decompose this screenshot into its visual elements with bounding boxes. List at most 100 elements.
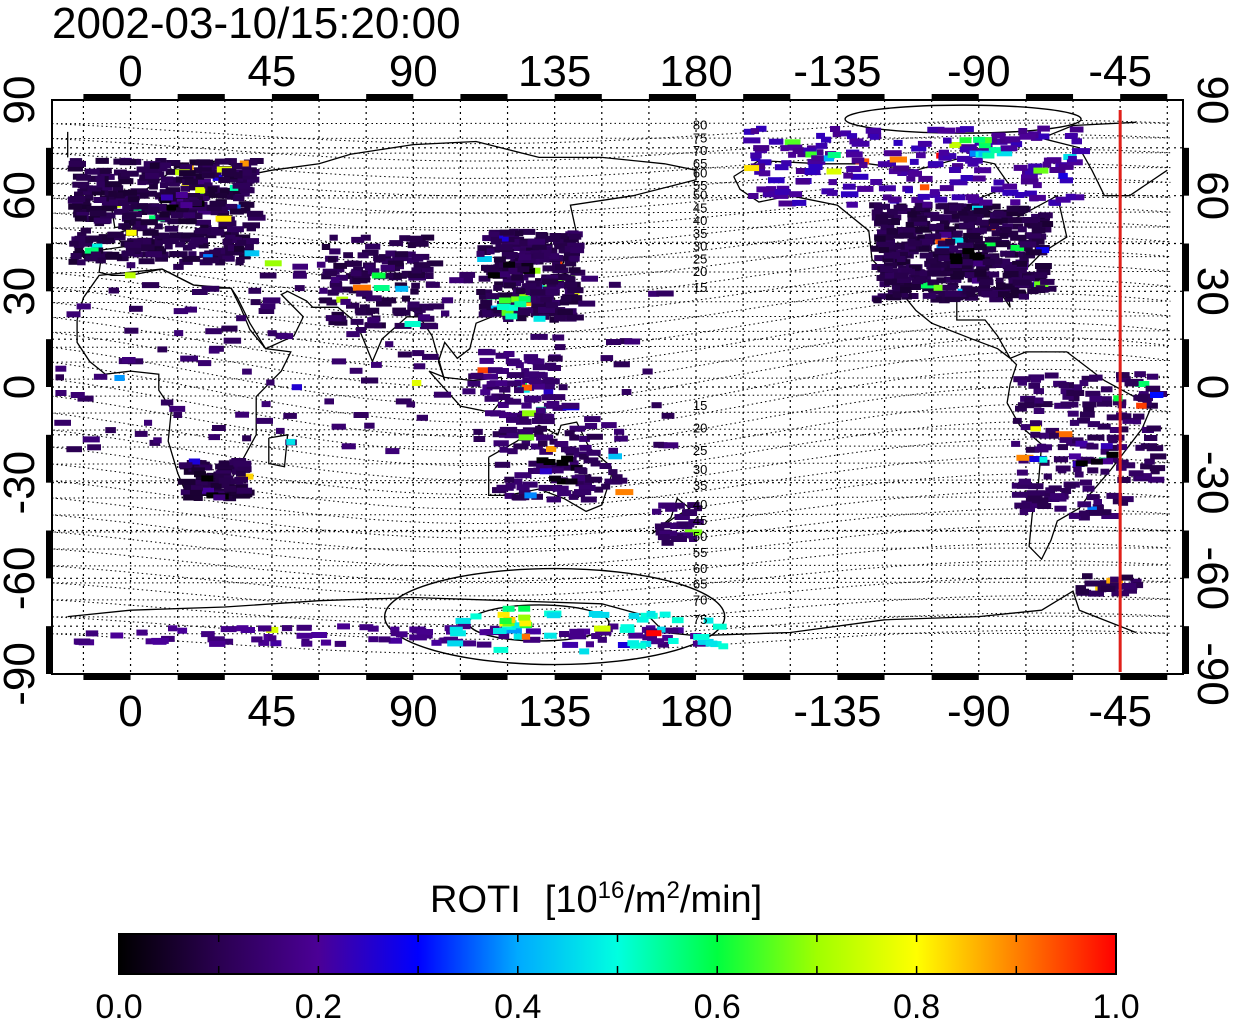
roti-cell	[114, 196, 128, 203]
roti-cell-southern_africa	[194, 471, 206, 478]
roti-cell	[561, 464, 577, 471]
roti-cell	[209, 200, 226, 207]
roti-cell	[674, 514, 690, 520]
roti-cell	[608, 281, 621, 288]
roti-cell-antarctic_edge	[519, 620, 532, 627]
roti-cell	[621, 389, 632, 395]
roti-cell	[648, 290, 660, 297]
frame-ticks	[46, 94, 1189, 680]
roti-cell	[952, 163, 964, 170]
roti-cell-southern_africa	[201, 475, 214, 482]
roti-cell	[762, 191, 778, 198]
roti-cell	[1037, 490, 1056, 497]
roti-cell	[198, 242, 209, 249]
roti-cell	[959, 126, 974, 133]
roti-cell	[1060, 401, 1079, 408]
roti-cell	[821, 136, 832, 143]
roti-cell	[1020, 424, 1031, 431]
roti-cell	[356, 290, 373, 297]
roti-cell	[1030, 376, 1041, 383]
roti-cell	[978, 211, 993, 218]
roti-cell	[884, 272, 895, 279]
bottom-frame-bar	[460, 674, 508, 680]
roti-cell	[499, 426, 518, 433]
roti-cell	[200, 224, 209, 231]
roti-cell	[851, 157, 865, 164]
roti-cell	[524, 395, 542, 402]
roti-cell	[1038, 432, 1052, 439]
roti-cell	[242, 173, 257, 180]
roti-cell	[159, 211, 169, 218]
roti-cell-europe	[180, 202, 193, 209]
roti-cell	[549, 438, 558, 445]
roti-cell	[959, 146, 976, 153]
roti-cell	[886, 228, 897, 235]
roti-cell	[874, 235, 886, 242]
roti-cell	[959, 222, 975, 229]
roti-cell	[193, 213, 203, 220]
roti-cell	[531, 302, 548, 309]
roti-cell	[1016, 469, 1028, 476]
roti-cell	[387, 260, 404, 267]
roti-cell	[766, 186, 776, 193]
roti-cell-north_america	[969, 252, 982, 259]
contour-label-north: 20	[693, 264, 707, 279]
roti-cell	[504, 492, 515, 499]
roti-cell-antarctic_edge	[497, 611, 510, 618]
roti-cell	[552, 485, 569, 492]
roti-cell	[133, 192, 149, 199]
contour-line	[51, 525, 1171, 568]
contour-line	[51, 595, 1171, 626]
roti-cell	[74, 235, 92, 242]
roti-cell	[441, 297, 454, 304]
contour-line	[51, 542, 1171, 582]
roti-cell	[76, 303, 91, 310]
latitude-tick-label: -90	[1188, 642, 1237, 706]
roti-cell	[917, 234, 931, 241]
roti-cell	[167, 218, 181, 225]
roti-cell	[927, 126, 945, 133]
roti-cell	[173, 263, 184, 270]
contour-line	[51, 264, 1171, 319]
roti-cell	[95, 175, 105, 182]
roti-cell	[978, 287, 995, 294]
roti-cell	[887, 232, 904, 239]
roti-cell	[564, 430, 575, 437]
roti-cell	[1082, 401, 1097, 408]
roti-cell	[540, 296, 552, 303]
roti-cell	[561, 402, 580, 409]
right-frame-bar	[1183, 147, 1189, 196]
roti-cell	[234, 476, 248, 483]
roti-cell	[530, 443, 543, 450]
roti-cell	[479, 289, 493, 296]
roti-cell	[220, 203, 238, 210]
roti-cell	[1024, 190, 1037, 197]
roti-cell	[939, 231, 952, 238]
roti-cell	[959, 215, 978, 222]
roti-cell	[521, 371, 540, 378]
roti-cell	[939, 220, 949, 227]
roti-cell	[1118, 496, 1134, 503]
roti-cell	[1053, 456, 1069, 463]
roti-cell	[810, 149, 824, 156]
roti-cell	[516, 484, 530, 491]
roti-cell	[591, 633, 601, 639]
roti-cell	[85, 630, 99, 637]
roti-cell	[989, 296, 1004, 303]
roti-cell	[296, 624, 312, 631]
roti-cell	[329, 281, 343, 288]
roti-cell	[206, 204, 222, 211]
roti-cell	[513, 443, 529, 450]
roti-cell	[652, 508, 662, 515]
contour-line	[51, 473, 1171, 525]
roti-cell	[486, 380, 496, 387]
roti-cell	[493, 307, 504, 314]
roti-cell	[703, 617, 714, 624]
roti-cell	[1002, 223, 1013, 230]
roti-cell	[406, 235, 423, 242]
roti-cell	[883, 252, 900, 259]
roti-cell	[569, 434, 580, 441]
roti-cell	[410, 288, 419, 295]
roti-cell	[671, 617, 684, 624]
roti-cell	[547, 355, 563, 362]
